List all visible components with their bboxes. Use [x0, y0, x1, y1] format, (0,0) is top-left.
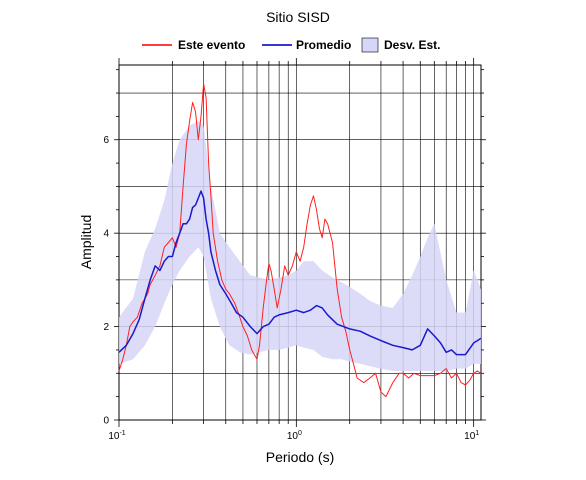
series-line-mean	[118, 190, 482, 356]
x-tick-label: 100	[287, 430, 302, 442]
legend-label-mean: Promedio	[296, 38, 351, 52]
y-tick-label: 4	[103, 229, 109, 240]
legend-label-std: Desv. Est.	[384, 38, 440, 52]
tick-labels: 0 2 4 6 10-1 100 101	[103, 135, 479, 442]
legend-item-mean: Promedio	[262, 38, 351, 52]
std-band-layer	[119, 121, 481, 371]
legend-label-event: Este evento	[178, 38, 245, 52]
y-tick-label: 0	[103, 416, 109, 427]
series-line-event	[118, 83, 482, 398]
legend-item-event: Este evento	[142, 38, 245, 52]
x-tick-label: 101	[464, 430, 479, 442]
y-tick-label: 6	[103, 135, 109, 146]
y-tick-label: 2	[103, 322, 109, 333]
plot-frame	[118, 64, 482, 421]
legend-swatch-std	[361, 37, 379, 53]
series-layer	[118, 83, 482, 398]
axis-ticks	[114, 58, 486, 427]
legend: Este evento Promedio Desv. Est.	[142, 37, 440, 53]
chart-title: Sitio SISD	[266, 9, 330, 25]
y-axis-label: Amplitud	[78, 215, 94, 269]
std-band	[119, 121, 481, 371]
x-tick-label: 10-1	[108, 430, 125, 442]
x-axis-label: Periodo (s)	[266, 449, 334, 465]
legend-item-std: Desv. Est.	[361, 37, 440, 53]
